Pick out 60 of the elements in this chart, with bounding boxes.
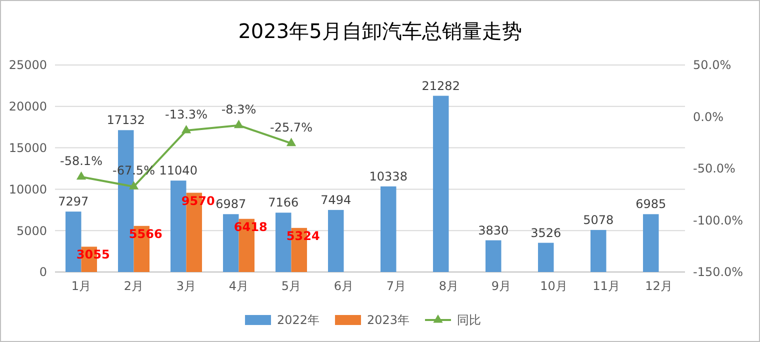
- data-label: 21282: [422, 78, 460, 93]
- data-label: 6987: [216, 197, 246, 212]
- data-label: 3526: [530, 226, 562, 240]
- y2-tick-label: -50.0%: [693, 162, 736, 176]
- bar: [590, 230, 606, 272]
- data-label: 3830: [478, 223, 509, 238]
- x-tick-label: 6月: [334, 279, 354, 293]
- bar: [380, 186, 396, 272]
- legend-label: 2022年: [277, 313, 320, 328]
- point: [181, 124, 192, 134]
- data-label: 9570: [181, 194, 215, 208]
- x-tick-label: 2月: [124, 279, 144, 293]
- data-label: 5566: [128, 226, 162, 241]
- legend-label: 同比: [457, 313, 481, 328]
- y-tick-label: 15000: [8, 141, 47, 155]
- bar: [433, 96, 449, 272]
- data-label: -8.3%: [221, 102, 256, 116]
- data-label: 3055: [76, 248, 110, 262]
- legend-label: 2023年: [367, 313, 410, 328]
- x-tick-label: 4月: [228, 279, 249, 293]
- y2-tick-label: 50.0%: [693, 58, 732, 72]
- data-label: -13.3%: [165, 108, 208, 122]
- data-label: -58.1%: [60, 154, 102, 168]
- x-tick-label: 5月: [281, 279, 302, 293]
- x-tick-label: 9月: [491, 279, 512, 293]
- data-label: 5078: [583, 212, 614, 227]
- y-tick-label: 0: [39, 265, 47, 280]
- x-tick-label: 3月: [176, 279, 196, 293]
- data-label: 7166: [268, 196, 299, 210]
- data-label: 5324: [286, 228, 320, 243]
- x-tick-label: 8月: [438, 279, 459, 293]
- data-label: 10338: [369, 169, 408, 184]
- x-tick-label: 12月: [645, 279, 672, 293]
- data-label: 6418: [234, 220, 268, 234]
- x-tick-label: 11月: [592, 279, 620, 293]
- bar: [643, 214, 659, 272]
- y-tick-label: 10000: [8, 182, 47, 196]
- data-label: 7297: [58, 194, 89, 209]
- y2-tick-label: 0.0%: [693, 110, 724, 124]
- point: [76, 171, 86, 180]
- chart-title: 2023年5月自卸汽车总销量走势: [238, 19, 522, 43]
- x-tick-label: 10月: [540, 279, 568, 293]
- y-tick-label: 20000: [8, 100, 47, 114]
- data-label: 6985: [636, 197, 666, 212]
- y-tick-label: 25000: [8, 58, 47, 72]
- bar: [328, 210, 344, 272]
- y2-tick-label: -150.0%: [693, 265, 744, 280]
- data-label: 17132: [106, 113, 145, 128]
- x-tick-label: 1月: [71, 279, 92, 293]
- point: [286, 138, 296, 146]
- point: [234, 120, 244, 128]
- y2-tick-label: -100.0%: [693, 213, 744, 228]
- x-tick-label: 7月: [386, 279, 406, 293]
- data-label: -25.7%: [270, 120, 312, 134]
- data-label: 7494: [320, 192, 352, 207]
- point: [128, 181, 139, 190]
- y-tick-label: 5000: [16, 224, 47, 238]
- bar: [538, 242, 554, 272]
- bar: [486, 240, 502, 272]
- data-label: 11040: [159, 164, 198, 178]
